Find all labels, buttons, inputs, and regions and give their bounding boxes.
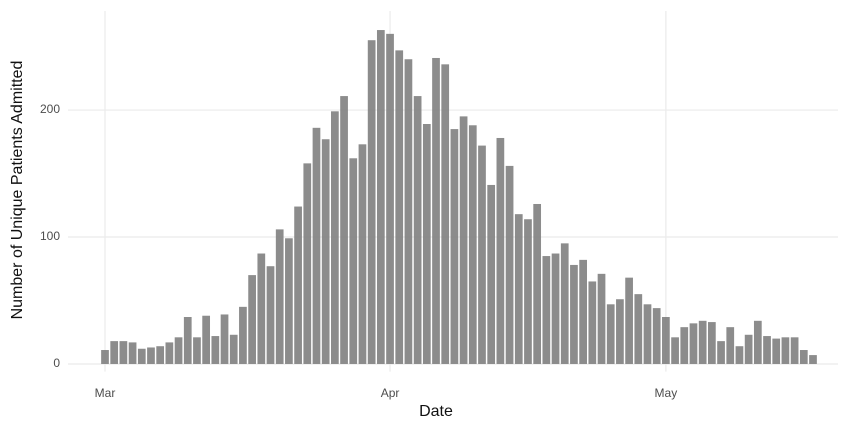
bar: [698, 320, 707, 364]
bar: [202, 315, 211, 364]
bar: [496, 137, 505, 364]
bar: [616, 299, 624, 364]
bar: [294, 206, 302, 364]
bar: [671, 337, 679, 364]
bar: [753, 320, 762, 364]
bar: [321, 139, 330, 364]
bar: [790, 337, 799, 364]
bar: [459, 116, 468, 364]
bar: [257, 253, 266, 364]
y-tick-label: 200: [40, 102, 60, 116]
bar: [183, 317, 192, 364]
bar: [275, 229, 284, 364]
bar: [634, 294, 643, 364]
bar: [193, 337, 201, 364]
bar: [285, 238, 293, 364]
bar: [137, 348, 146, 364]
bar: [579, 259, 587, 364]
bar: [763, 336, 771, 364]
bar: [505, 165, 514, 364]
bar: [340, 96, 348, 364]
bar: [422, 124, 431, 364]
bar: [551, 253, 560, 364]
bar: [101, 350, 109, 364]
x-axis-title: Date: [419, 403, 453, 420]
bar: [606, 304, 615, 364]
bar: [689, 323, 698, 364]
bar: [432, 57, 440, 364]
bar: [781, 337, 790, 364]
bar: [707, 322, 716, 364]
bar: [799, 350, 808, 364]
bar: [524, 219, 532, 364]
bar: [772, 338, 781, 364]
bar: [468, 125, 477, 364]
x-tick-label: May: [655, 386, 678, 400]
bar: [625, 277, 633, 364]
bar: [809, 355, 817, 364]
bar: [735, 346, 744, 364]
bar: [662, 317, 670, 364]
bar: [220, 314, 229, 364]
bar: [560, 243, 569, 364]
bar: [266, 266, 275, 364]
bar: [349, 158, 358, 364]
y-tick-label: 100: [40, 229, 60, 243]
bar: [110, 341, 119, 364]
bar: [514, 214, 523, 364]
bar: [643, 304, 652, 364]
bar: [376, 30, 385, 364]
bar: [165, 342, 174, 364]
bar: [680, 327, 689, 364]
bar: [588, 281, 597, 364]
bar: [441, 64, 450, 364]
bar: [128, 342, 137, 364]
bar: [312, 127, 321, 364]
bar: [395, 50, 404, 364]
y-tick-label: 0: [53, 356, 60, 370]
bar: [358, 144, 367, 364]
bar: [570, 264, 578, 364]
bar: [367, 40, 376, 364]
bar: [487, 184, 496, 364]
bar: [744, 334, 753, 364]
bar: [248, 275, 256, 364]
bar: [386, 33, 394, 364]
bar: [597, 273, 606, 364]
bar: [156, 346, 165, 364]
y-axis-title: Number of Unique Patients Admitted: [9, 61, 26, 320]
bar: [652, 308, 661, 364]
bar: [413, 96, 422, 364]
bar: [717, 341, 725, 364]
bar: [174, 337, 183, 364]
bar: [533, 203, 542, 364]
x-tick-label: Mar: [95, 386, 116, 400]
bar: [542, 256, 551, 364]
bar: [239, 306, 247, 364]
bar: [229, 334, 238, 364]
bar: [478, 145, 486, 364]
x-tick-label: Apr: [381, 386, 400, 400]
bar: [211, 336, 220, 364]
bar: [331, 111, 339, 364]
bar: [404, 59, 413, 364]
bar: [726, 327, 735, 364]
bar: [147, 347, 155, 364]
bar: [303, 163, 312, 364]
bar: [450, 129, 459, 364]
bar: [119, 341, 128, 364]
